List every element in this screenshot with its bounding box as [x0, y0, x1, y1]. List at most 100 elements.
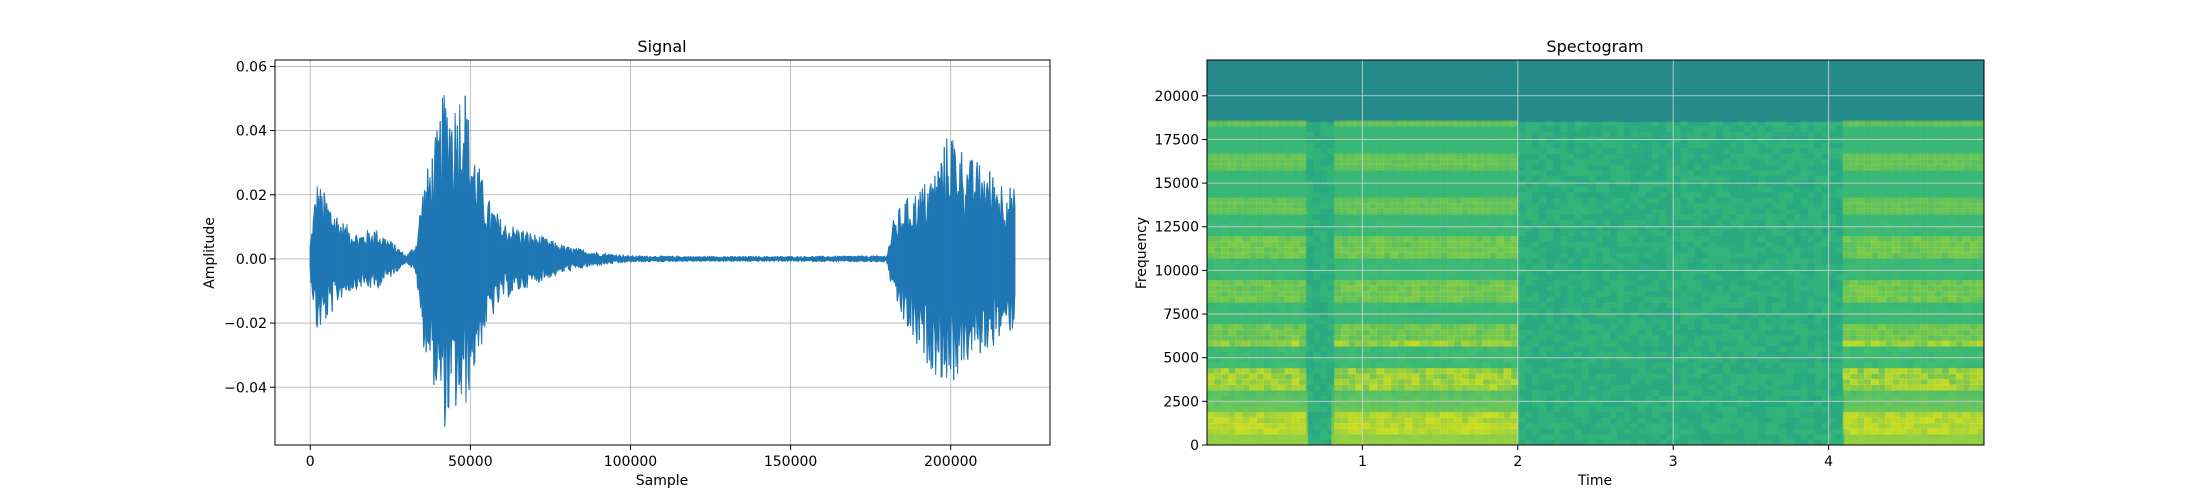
- spectrogram-cell: [1715, 126, 1724, 132]
- spectrogram-cell: [1263, 346, 1272, 352]
- spectrogram-cell: [1524, 412, 1533, 418]
- spectrogram-cell: [1383, 203, 1392, 209]
- spectrogram-cell: [1263, 148, 1272, 154]
- spectrogram-cell: [1284, 175, 1293, 182]
- spectrogram-cell: [1673, 406, 1681, 413]
- spectrogram-cell: [1440, 208, 1448, 215]
- spectrogram-cell: [1312, 181, 1321, 187]
- spectrogram-cell: [1680, 285, 1688, 292]
- spectrogram-cell: [1334, 324, 1342, 330]
- spectrogram-cell: [1623, 192, 1632, 198]
- spectrogram-cell: [1418, 318, 1427, 325]
- spectrogram-cell: [1369, 120, 1378, 127]
- spectrogram-cell: [1560, 208, 1568, 215]
- spectrogram-cell: [1312, 280, 1321, 286]
- spectrogram-cell: [1630, 126, 1639, 132]
- spectrogram-cell: [1404, 318, 1413, 325]
- spectrogram-cell: [1447, 214, 1455, 220]
- spectrogram-cell: [1630, 214, 1639, 220]
- spectrogram-cell: [1503, 241, 1512, 248]
- spectrogram-cell: [1708, 357, 1717, 363]
- spectrogram-cell: [1581, 137, 1589, 143]
- spectrogram-cell: [1680, 368, 1688, 374]
- spectrogram-cell: [1694, 170, 1702, 176]
- spectrogram-cell: [1701, 307, 1710, 314]
- spectrogram-cell: [1680, 434, 1688, 440]
- spectrogram-cell: [1355, 186, 1363, 193]
- spectrogram-cell: [1694, 340, 1702, 347]
- spectrogram-cell: [1277, 186, 1286, 193]
- spectrogram-cell: [1228, 340, 1236, 347]
- spectrogram-cell: [1397, 313, 1406, 319]
- spectrogram-cell: [1630, 192, 1639, 198]
- spectrogram-cell: [1736, 159, 1745, 165]
- spectrogram-cell: [1447, 351, 1455, 358]
- spectrogram-cell: [1327, 280, 1335, 286]
- spectrogram-cell: [1320, 384, 1328, 391]
- spectrogram-cell: [1652, 379, 1660, 385]
- spectrogram-cell: [1680, 170, 1688, 176]
- spectrogram-cell: [1531, 412, 1540, 418]
- spectrogram-cell: [1567, 208, 1575, 215]
- spectrogram-cell: [1574, 269, 1582, 275]
- spectrogram-cell: [1708, 329, 1717, 336]
- spectrogram-cell: [1228, 291, 1236, 297]
- spectrogram-cell: [1221, 142, 1229, 149]
- spectrogram-cell: [1553, 423, 1561, 429]
- spectrogram-cell: [1510, 126, 1519, 132]
- spectrogram-cell: [1729, 148, 1738, 154]
- spectrogram-cell: [1715, 329, 1724, 336]
- spectrogram-cell: [1637, 340, 1646, 347]
- spectrogram-cell: [1609, 126, 1618, 132]
- spectrogram-cell: [1680, 291, 1688, 297]
- spectrogram-cell: [1701, 181, 1710, 187]
- spectrogram-cell: [1207, 148, 1215, 154]
- spectrogram-cell: [1517, 291, 1526, 297]
- spectrogram-cell: [1524, 142, 1533, 149]
- spectrogram-cell: [1743, 423, 1752, 429]
- spectrogram-cell: [1538, 153, 1547, 160]
- spectrogram-cell: [1609, 357, 1618, 363]
- spectrogram-cell: [1348, 252, 1356, 259]
- spectrogram-cell: [1312, 351, 1321, 358]
- spectrogram-cell: [1418, 126, 1427, 132]
- spectrogram-cell: [1673, 142, 1681, 149]
- spectrogram-cell: [1341, 252, 1349, 259]
- spectrogram-cell: [1517, 208, 1526, 215]
- spectrogram-cell: [1588, 439, 1596, 445]
- spectrogram-cell: [1574, 329, 1582, 336]
- spectrogram-cell: [1694, 351, 1702, 358]
- spectrogram-cell: [1666, 225, 1674, 231]
- spectrogram-cell: [1440, 258, 1448, 264]
- spectrogram-cell: [1355, 236, 1363, 242]
- spectrogram-cell: [1722, 159, 1731, 165]
- spectrogram-cell: [1630, 285, 1639, 292]
- spectrogram-cell: [1270, 208, 1279, 215]
- spectrogram-cell: [1517, 368, 1526, 374]
- spectrogram-cell: [1447, 318, 1455, 325]
- spectrogram-cell: [1588, 230, 1596, 237]
- spectrogram-cell: [1383, 335, 1392, 341]
- spectrogram-cell: [1341, 357, 1349, 363]
- spectrogram-cell: [1637, 181, 1646, 187]
- spectrogram-cell: [1235, 357, 1243, 363]
- spectrogram-cell: [1461, 296, 1469, 303]
- spectrogram-cell: [1729, 214, 1738, 220]
- spectrogram-cell: [1312, 368, 1321, 374]
- spectrogram-cell: [1503, 159, 1512, 165]
- spectrogram-cell: [1320, 280, 1328, 286]
- spectrogram-cell: [1553, 137, 1561, 143]
- spectrogram-cell: [1652, 197, 1660, 204]
- spectrogram-cell: [1546, 296, 1554, 303]
- spectrogram-cell: [1411, 362, 1420, 369]
- spectrogram-cell: [1616, 247, 1625, 253]
- spectrogram-cell: [1616, 148, 1625, 154]
- spectrogram-cell: [1616, 379, 1625, 385]
- spectrogram-cell: [1531, 225, 1540, 231]
- spectrogram-cell: [1546, 401, 1554, 407]
- spectrogram-cell: [1256, 263, 1265, 270]
- spectrogram-cell: [1722, 417, 1731, 424]
- spectrogram-cell: [1616, 186, 1625, 193]
- spectrogram-cell: [1659, 368, 1667, 374]
- spectrogram-cell: [1440, 203, 1448, 209]
